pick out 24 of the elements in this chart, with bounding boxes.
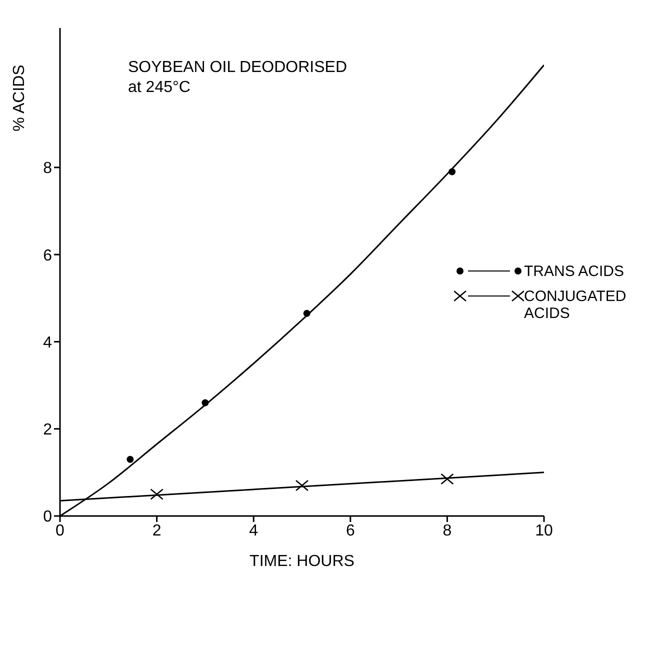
y-axis-title: % ACIDS [11,64,28,132]
point [295,480,309,492]
x-tick-label: 6 [346,522,355,540]
y-tick-label: 0 [43,508,52,526]
y-tick-label: 4 [43,334,52,352]
legend-label: TRANS ACIDS [524,263,626,280]
x-tick-label: 2 [152,522,162,540]
y-tick-label: 8 [43,160,52,178]
x-tick-label: 8 [442,522,452,540]
point [126,456,134,463]
x-tick-label: 4 [249,522,258,540]
text: SOYBEAN OIL DEODORISED [128,58,348,78]
x-axis-title: TIME: HOURS [250,553,354,570]
x-tick-label: 0 [56,522,65,540]
point [440,473,454,485]
x-tick-label: 10 [535,522,553,540]
point [303,310,310,317]
legend-label: CONJUGATED ACIDS [524,288,628,322]
y-tick-label: 2 [43,422,52,439]
point [448,168,456,176]
point [150,488,164,500]
text: at 245°C [128,78,192,98]
point [202,399,209,406]
y-tick-label: 6 [43,247,52,264]
